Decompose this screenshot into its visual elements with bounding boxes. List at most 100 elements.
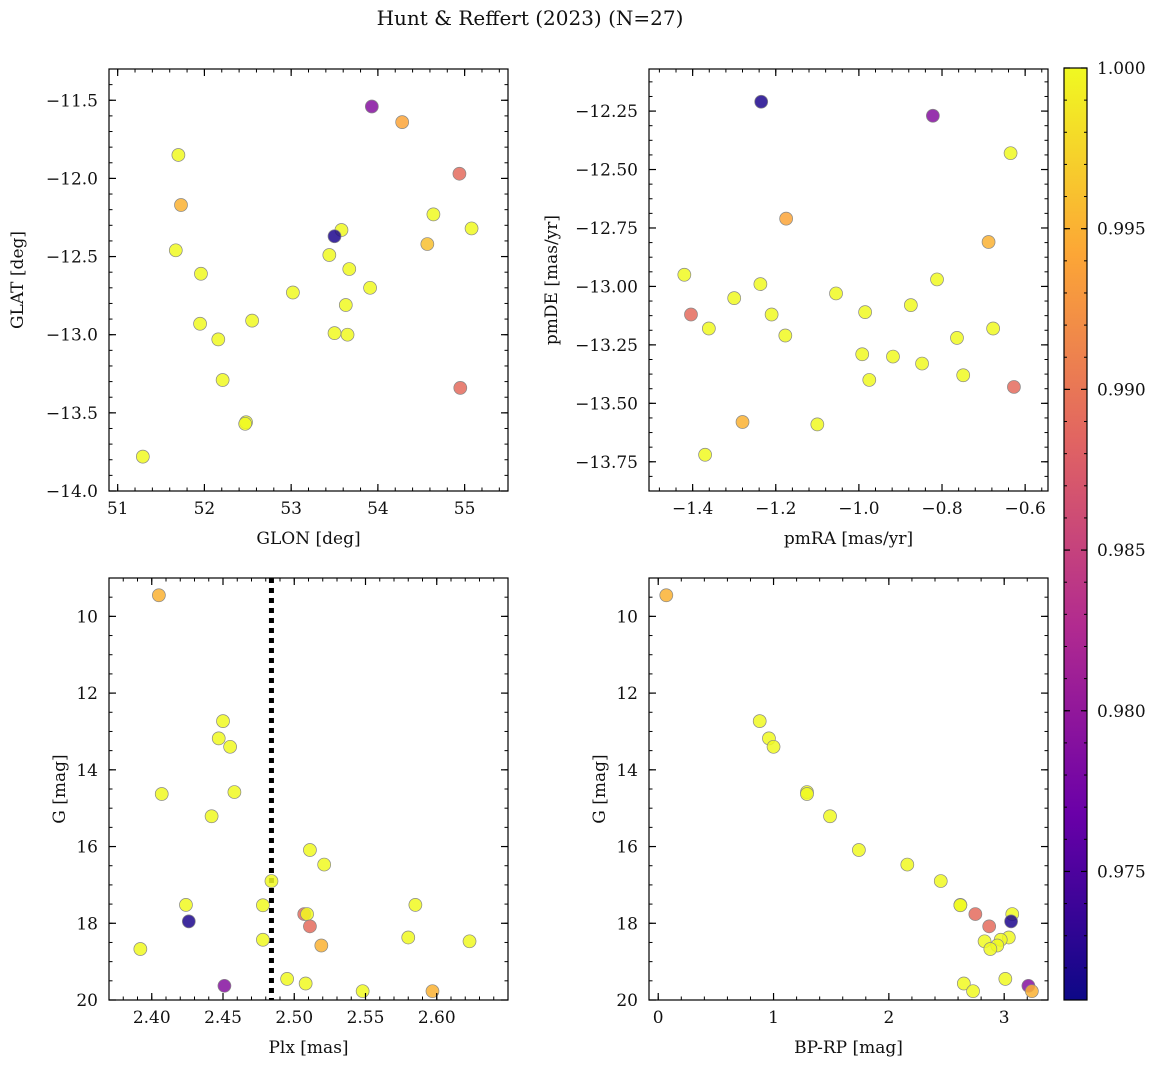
y-tick-label: −12.25	[575, 102, 638, 122]
data-point	[135, 449, 150, 464]
colorbar-gradient	[1063, 67, 1088, 1001]
y-tick-label: 16	[76, 838, 98, 858]
y-tick-label: −12.50	[575, 161, 638, 181]
y-tick-label: 10	[76, 607, 98, 627]
x-axis-label: BP-RP [mag]	[794, 1038, 903, 1058]
x-tick-label: 53	[280, 499, 302, 519]
x-tick-label: −0.6	[1005, 499, 1046, 519]
x-tick-label: 2.50	[275, 1008, 313, 1028]
data-point	[238, 416, 253, 431]
data-point	[735, 415, 750, 429]
x-axis-label: Plx [mas]	[268, 1038, 348, 1058]
data-point	[401, 930, 416, 945]
colorbar-tick-label: 0.980	[1097, 702, 1146, 722]
y-tick-label: 12	[76, 684, 98, 704]
data-point	[174, 198, 188, 212]
colorbar-tick-label: 0.995	[1097, 220, 1146, 240]
x-tick-label: −1.4	[672, 499, 713, 519]
x-tick-label: 1	[768, 1008, 779, 1028]
data-point	[179, 898, 193, 912]
y-tick-label: −12.0	[46, 169, 98, 189]
y-tick-label: −12.5	[46, 248, 98, 268]
colorbar-tick-label: 1.000	[1097, 59, 1146, 79]
y-axis-label: pmDE [mas/yr]	[542, 215, 562, 345]
data-point	[425, 984, 440, 999]
data-point	[168, 243, 183, 258]
data-point	[1004, 914, 1018, 929]
data-point	[986, 321, 1000, 336]
data-point	[152, 588, 166, 603]
y-tick-label: −13.75	[575, 453, 638, 473]
x-tick-label: 2	[883, 1008, 894, 1028]
y-tick-label: 16	[616, 838, 638, 858]
x-tick-label: 51	[107, 499, 129, 519]
data-point	[264, 874, 279, 888]
data-point	[753, 277, 768, 291]
data-point	[317, 857, 332, 872]
colorbar: 0.975 0.980 0.985 0.990 0.995 1.000	[1063, 59, 1146, 1001]
point-group	[133, 588, 477, 999]
panel-plx-g: 2.40 2.45 2.50 2.55 2.60 10 12 14 16 18 20 Plx [mas…	[50, 577, 509, 1058]
data-point	[395, 115, 410, 129]
data-point	[363, 280, 377, 295]
x-axis-label: pmRA [mas/yr]	[784, 529, 913, 549]
point-group	[135, 99, 479, 464]
data-point	[216, 714, 230, 728]
x-tick-label: 2.55	[347, 1008, 385, 1028]
data-point	[340, 327, 355, 342]
data-point	[245, 313, 259, 328]
data-point	[462, 934, 477, 949]
axes-frame	[648, 68, 1049, 492]
data-point	[204, 809, 219, 824]
y-axis-label: G [mag]	[50, 754, 70, 823]
data-point	[930, 272, 944, 287]
y-axis-label: G [mag]	[590, 754, 610, 823]
colorbar-tick-label: 0.975	[1097, 862, 1146, 882]
data-point	[171, 148, 186, 162]
data-point	[903, 298, 918, 312]
data-point	[966, 984, 980, 999]
panel-glon-glat: 51 52 53 54 55 −14.0 −13.5 −13.0 −12.5 −12.0 −11.5…	[8, 68, 509, 549]
data-point	[701, 321, 716, 336]
data-point	[327, 326, 342, 340]
data-point	[193, 316, 207, 331]
data-point	[211, 731, 226, 746]
y-tick-label: −13.25	[575, 336, 638, 356]
data-point	[998, 972, 1013, 986]
y-tick-label: −13.5	[46, 404, 98, 424]
x-tick-label: 2.40	[133, 1008, 171, 1028]
x-tick-label: 2.45	[204, 1008, 242, 1028]
y-tick-label: −13.00	[575, 277, 638, 297]
data-point	[1025, 984, 1039, 999]
y-tick-label: 12	[616, 684, 638, 704]
data-point	[981, 235, 996, 249]
x-tick-label: 55	[454, 499, 476, 519]
data-point	[752, 714, 767, 728]
data-point	[659, 588, 674, 603]
data-point	[852, 843, 866, 857]
x-tick-label: −1.0	[838, 499, 879, 519]
data-point	[823, 809, 837, 824]
figure-title: Hunt & Reffert (2023) (N=27)	[376, 6, 684, 30]
data-point	[194, 266, 208, 281]
data-point	[211, 332, 226, 347]
data-point	[858, 305, 872, 319]
data-point	[727, 291, 742, 305]
y-tick-label: −11.5	[46, 91, 98, 111]
data-point	[1007, 380, 1021, 394]
data-point	[215, 373, 230, 387]
data-point	[900, 857, 915, 872]
data-point	[684, 307, 698, 322]
x-tick-label: 3	[999, 1008, 1010, 1028]
data-point	[300, 907, 314, 921]
x-tick-label: −0.8	[921, 499, 962, 519]
data-point	[982, 919, 997, 934]
data-point	[779, 211, 794, 226]
data-point	[342, 262, 357, 276]
point-group	[677, 94, 1021, 462]
data-point	[420, 237, 435, 251]
data-point	[862, 373, 877, 387]
data-point	[953, 898, 968, 913]
